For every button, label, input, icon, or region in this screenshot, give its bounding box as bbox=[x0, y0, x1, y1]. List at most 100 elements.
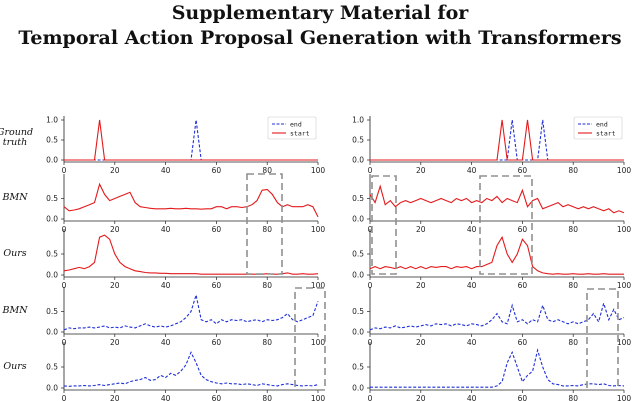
series-line-start bbox=[64, 119, 318, 161]
x-tick-label: 100 bbox=[311, 225, 326, 234]
y-tick-label: 0.0 bbox=[46, 156, 58, 165]
x-tick-label: 0 bbox=[62, 166, 67, 175]
x-tick-label: 80 bbox=[568, 225, 578, 234]
figure-title-line-1: Supplementary Material for bbox=[171, 2, 469, 24]
x-tick-label: 100 bbox=[617, 166, 632, 175]
x-tick-label: 100 bbox=[617, 225, 632, 234]
legend-label: end bbox=[596, 120, 608, 128]
x-tick-label: 20 bbox=[110, 338, 120, 347]
x-tick-label: 80 bbox=[568, 281, 578, 290]
highlight-box bbox=[246, 173, 283, 275]
y-tick-label: 1.0 bbox=[352, 116, 364, 125]
y-tick-label: 0.5 bbox=[46, 136, 58, 145]
series-line bbox=[369, 301, 625, 331]
x-tick-label: 80 bbox=[262, 166, 272, 175]
series-line bbox=[63, 234, 319, 275]
x-tick-label: 0 bbox=[62, 394, 67, 401]
x-tick-label: 0 bbox=[368, 394, 373, 401]
x-tick-label: 40 bbox=[467, 281, 477, 290]
x-tick-label: 20 bbox=[416, 225, 426, 234]
x-tick-label: 40 bbox=[161, 166, 171, 175]
x-tick-label: 20 bbox=[110, 394, 120, 401]
y-tick-label: 0.5 bbox=[352, 250, 364, 259]
series-line bbox=[369, 184, 625, 214]
title-block: Supplementary Material for Temporal Acti… bbox=[0, 0, 640, 51]
x-tick-label: 0 bbox=[368, 166, 373, 175]
x-tick-label: 60 bbox=[518, 338, 528, 347]
row-label: Ours bbox=[3, 248, 26, 259]
panel-left-2: 0.0 0.5 0 20 40 60 80 100 bbox=[46, 229, 325, 290]
y-tick-label: 0.0 bbox=[352, 215, 364, 224]
x-tick-label: 20 bbox=[110, 166, 120, 175]
row-label: Ground truth bbox=[0, 127, 33, 148]
x-tick-label: 0 bbox=[368, 281, 373, 290]
series-line bbox=[63, 350, 319, 387]
y-tick-label: 0.0 bbox=[46, 215, 58, 224]
panel-right-4: 0.0 0.5 0 20 40 60 80 100 bbox=[352, 342, 631, 401]
x-tick-label: 80 bbox=[568, 166, 578, 175]
x-tick-label: 40 bbox=[467, 225, 477, 234]
y-tick-label: 0.0 bbox=[46, 384, 58, 393]
x-tick-label: 80 bbox=[262, 338, 272, 347]
row-label: Ours bbox=[3, 361, 26, 372]
row-label: BMN bbox=[1, 305, 28, 316]
x-tick-label: 20 bbox=[416, 394, 426, 401]
y-tick-label: 0.5 bbox=[46, 194, 58, 203]
series-line bbox=[63, 182, 319, 218]
panel-right-2: 0.0 0.5 0 20 40 60 80 100 bbox=[352, 229, 631, 290]
x-tick-label: 20 bbox=[110, 225, 120, 234]
x-tick-label: 20 bbox=[110, 281, 120, 290]
x-tick-label: 80 bbox=[262, 281, 272, 290]
y-tick-label: 0.0 bbox=[352, 156, 364, 165]
y-tick-label: 1.0 bbox=[46, 116, 58, 125]
x-tick-label: 80 bbox=[262, 225, 272, 234]
y-tick-label: 0.0 bbox=[352, 271, 364, 280]
x-tick-label: 60 bbox=[212, 394, 222, 401]
x-tick-label: 100 bbox=[311, 281, 326, 290]
x-tick-label: 60 bbox=[518, 225, 528, 234]
y-tick-label: 0.5 bbox=[46, 307, 58, 316]
panel-left-4: 0.0 0.5 0 20 40 60 80 100 bbox=[46, 342, 325, 401]
x-tick-label: 80 bbox=[568, 394, 578, 401]
y-tick-label: 0.0 bbox=[46, 328, 58, 337]
y-tick-label: 0.5 bbox=[352, 194, 364, 203]
row-label: BMN bbox=[1, 192, 28, 203]
x-tick-label: 100 bbox=[617, 394, 632, 401]
x-tick-label: 40 bbox=[161, 281, 171, 290]
y-tick-label: 0.0 bbox=[46, 271, 58, 280]
highlight-box bbox=[586, 288, 619, 391]
x-tick-label: 40 bbox=[161, 394, 171, 401]
x-tick-label: 80 bbox=[568, 338, 578, 347]
x-tick-label: 100 bbox=[311, 166, 326, 175]
x-tick-label: 40 bbox=[467, 166, 477, 175]
x-tick-label: 20 bbox=[416, 281, 426, 290]
y-tick-label: 0.5 bbox=[352, 363, 364, 372]
x-tick-label: 100 bbox=[617, 281, 632, 290]
x-tick-label: 0 bbox=[62, 281, 67, 290]
figure-title-line-2: Temporal Action Proposal Generation with… bbox=[18, 27, 622, 49]
y-tick-label: 0.5 bbox=[352, 136, 364, 145]
x-tick-label: 40 bbox=[467, 338, 477, 347]
x-tick-label: 60 bbox=[212, 281, 222, 290]
y-tick-label: 0.0 bbox=[352, 384, 364, 393]
y-tick-label: 0.5 bbox=[46, 250, 58, 259]
x-tick-label: 100 bbox=[311, 394, 326, 401]
x-tick-label: 60 bbox=[518, 394, 528, 401]
x-tick-label: 60 bbox=[518, 166, 528, 175]
x-tick-label: 60 bbox=[212, 225, 222, 234]
series-line bbox=[370, 348, 625, 388]
x-tick-label: 100 bbox=[311, 338, 326, 347]
legend-label: start bbox=[290, 129, 310, 137]
x-tick-label: 20 bbox=[416, 166, 426, 175]
y-tick-label: 0.5 bbox=[352, 307, 364, 316]
x-tick-label: 60 bbox=[212, 338, 222, 347]
series-line-start bbox=[370, 119, 624, 161]
y-tick-label: 0.5 bbox=[46, 363, 58, 372]
